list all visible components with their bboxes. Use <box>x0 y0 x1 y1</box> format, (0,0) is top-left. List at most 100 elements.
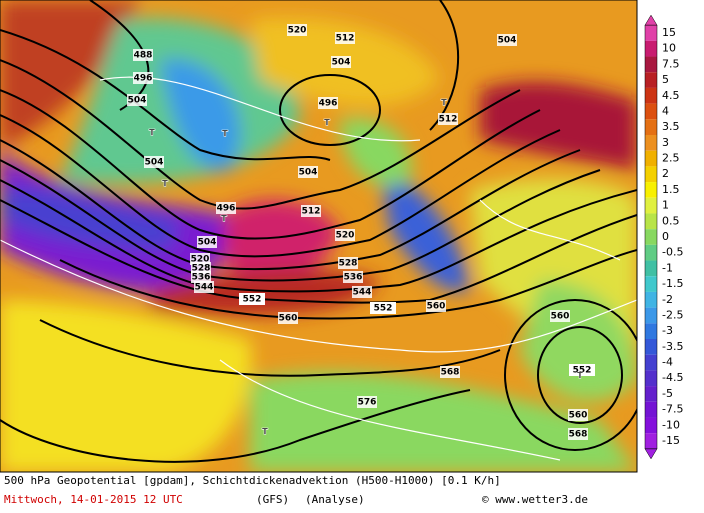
low-marker: T <box>221 215 228 225</box>
legend-label: -5 <box>662 387 673 400</box>
contour-label: 552 <box>374 304 393 314</box>
legend-swatch <box>645 197 657 214</box>
legend-label: 5 <box>662 73 669 86</box>
low-marker: T <box>222 130 229 140</box>
legend-swatch <box>645 260 657 277</box>
color-legend: 15 10 7.5 5 4.5 4 3.5 3 2.5 2 1.5 1 0.5 0 -0.5 -1 -1.5 -2… <box>644 14 683 460</box>
legend-swatch <box>645 354 657 371</box>
legend-swatch <box>645 72 657 88</box>
legend-label: -4.5 <box>662 371 683 384</box>
legend-swatch <box>645 182 657 198</box>
contour-label: 520 <box>191 255 210 265</box>
legend-swatch <box>645 229 657 245</box>
legend-swatch <box>645 87 657 104</box>
label-box <box>338 257 358 269</box>
legend-swatch <box>645 150 657 167</box>
legend-label: 0 <box>662 230 669 243</box>
legend-swatch <box>645 401 657 418</box>
contour-label: 520 <box>288 26 307 36</box>
label-box <box>287 24 307 36</box>
label-box <box>370 302 396 314</box>
contour-label: 504 <box>198 238 217 248</box>
label-box <box>426 300 446 312</box>
contour-label: 568 <box>569 430 588 440</box>
label-box <box>191 271 211 283</box>
label-box <box>301 205 321 217</box>
contour-label: 544 <box>195 283 214 293</box>
legend-label: 1.5 <box>662 183 680 196</box>
label-box <box>550 310 570 322</box>
legend-arrow-bottom <box>644 448 658 460</box>
label-box <box>438 113 458 125</box>
label-box <box>357 396 377 408</box>
label-box <box>216 202 236 214</box>
legend-label: -2.5 <box>662 308 683 321</box>
legend-swatch <box>645 433 657 449</box>
contour-label: 536 <box>192 273 211 283</box>
legend-swatch <box>645 244 657 261</box>
legend-swatch <box>645 40 657 57</box>
legend-label: 2.5 <box>662 152 680 165</box>
legend-swatch <box>645 323 657 339</box>
contour-label: 544 <box>353 288 372 298</box>
contour-label: 552 <box>243 295 262 305</box>
legend-arrow-top <box>644 14 658 26</box>
contour-label: 496 <box>217 204 236 214</box>
legend-label: 3.5 <box>662 120 680 133</box>
legend-swatch <box>645 25 657 41</box>
contour-label: 512 <box>336 34 355 44</box>
contour-label: 568 <box>441 368 460 378</box>
label-box <box>497 34 517 46</box>
contour-label: 560 <box>569 411 588 421</box>
legend-swatch <box>645 417 657 434</box>
label-box <box>197 236 217 248</box>
low-marker: T <box>441 99 448 109</box>
contour-label: 536 <box>344 273 363 283</box>
legend-label: 0.5 <box>662 214 680 227</box>
label-box <box>331 56 351 68</box>
label-box <box>318 97 338 109</box>
legend-label: 4 <box>662 104 669 117</box>
legend-label: 3 <box>662 136 669 149</box>
legend-swatch <box>645 135 657 151</box>
legend-swatch <box>645 386 657 402</box>
map <box>0 0 637 472</box>
legend-label: -0.5 <box>662 246 683 259</box>
legend-label: -1 <box>662 261 673 274</box>
legend-swatch <box>645 213 657 230</box>
contours <box>0 0 637 463</box>
legend-frame <box>644 24 658 450</box>
label-box <box>298 166 318 178</box>
legend-swatch <box>645 119 657 135</box>
legend-label: -3.5 <box>662 340 683 353</box>
legend-label: 2 <box>662 167 669 180</box>
legend-label: -1.5 <box>662 277 683 290</box>
legend-label: 7.5 <box>662 57 680 70</box>
label-box <box>335 229 355 241</box>
legend-swatch <box>645 291 657 308</box>
legend-label: -4 <box>662 356 673 369</box>
label-box <box>352 286 372 298</box>
label-box <box>239 293 265 305</box>
low-marker: T <box>577 372 584 382</box>
label-box <box>569 364 595 376</box>
contours-white <box>0 76 637 461</box>
legend-swatch <box>645 103 657 120</box>
footer-run: (Analyse) <box>305 493 365 506</box>
legend-swatch <box>645 370 657 387</box>
label-box <box>127 94 147 106</box>
contour-label: 512 <box>302 207 321 217</box>
legend-label: -3 <box>662 324 673 337</box>
legend-label: 1 <box>662 199 669 212</box>
legend-swatch <box>645 276 657 292</box>
contour-label: 504 <box>145 158 164 168</box>
contour-label: 504 <box>498 36 517 46</box>
legend-label: -15 <box>662 434 680 447</box>
contour-label: 576 <box>358 398 377 408</box>
legend-swatch <box>645 166 657 183</box>
low-marker: T <box>149 129 156 139</box>
legend-label: -10 <box>662 418 680 431</box>
contour-label: 528 <box>339 259 358 269</box>
contour-label: 496 <box>319 99 338 109</box>
label-box <box>144 156 164 168</box>
